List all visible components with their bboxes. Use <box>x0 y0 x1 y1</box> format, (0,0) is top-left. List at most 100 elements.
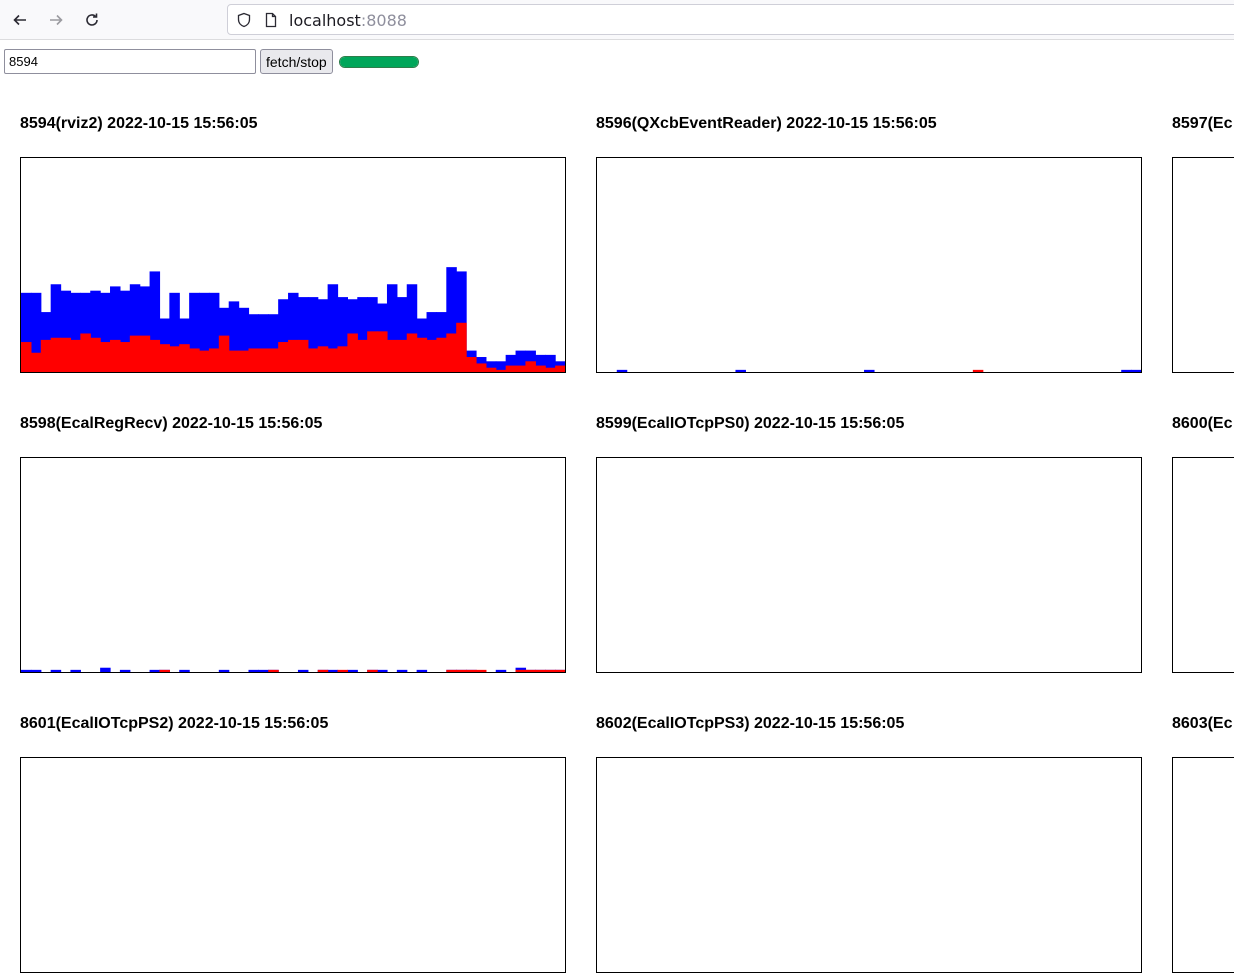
bar-secondary-18 <box>199 350 210 372</box>
fetch-progress <box>339 56 419 68</box>
bar-primary-31 <box>327 669 339 672</box>
bar-secondary-17 <box>189 348 200 372</box>
bar-primary-11 <box>129 284 141 372</box>
bar-secondary-14 <box>159 669 170 672</box>
bar-secondary-47 <box>485 367 497 372</box>
reload-icon <box>86 13 98 26</box>
bar-primary-3 <box>50 669 62 672</box>
bar-primary-13 <box>149 669 161 672</box>
bar-secondary-13 <box>149 339 161 372</box>
bar-primary-14 <box>735 369 746 372</box>
bar-primary-28 <box>297 297 309 372</box>
bar-secondary-36 <box>377 331 388 372</box>
bar-primary-27 <box>288 292 299 372</box>
bar-primary-38 <box>396 297 408 372</box>
url-text: localhost:8088 <box>289 11 407 30</box>
bar-secondary-19 <box>208 348 220 372</box>
bar-secondary-22 <box>238 350 250 372</box>
reload-button[interactable] <box>78 6 106 34</box>
bar-primary-50 <box>515 667 527 672</box>
bar-secondary-8 <box>100 342 111 372</box>
bar-primary-29 <box>307 297 319 372</box>
bar-secondary-52 <box>535 669 546 672</box>
bar-secondary-16 <box>179 344 190 372</box>
bar-secondary-49 <box>505 365 517 372</box>
bar-secondary-48 <box>495 369 507 372</box>
bar-primary-8 <box>100 292 111 372</box>
bar-primary-37 <box>386 284 398 372</box>
bar-secondary-39 <box>406 333 418 372</box>
cpu-chart-8603 <box>1172 757 1234 973</box>
bar-primary-19 <box>208 292 220 372</box>
bar-primary-39 <box>406 284 418 372</box>
bar-secondary-25 <box>268 669 279 672</box>
bar-primary-52 <box>535 354 546 372</box>
arrow-right-icon <box>50 14 63 26</box>
bar-primary-0 <box>21 292 32 372</box>
bar-primary-33 <box>347 669 358 672</box>
bar-secondary-29 <box>307 348 319 372</box>
bar-secondary-7 <box>90 337 101 372</box>
arrow-left-icon <box>13 14 26 26</box>
bar-secondary-45 <box>466 357 477 372</box>
bar-primary-30 <box>317 299 329 372</box>
bar-secondary-15 <box>169 346 180 372</box>
cpu-chart-8602 <box>596 757 1142 973</box>
bar-primary-0 <box>21 669 32 672</box>
bar-secondary-2 <box>40 339 52 372</box>
bar-primary-24 <box>258 669 269 672</box>
bar-primary-44 <box>456 271 467 372</box>
bar-primary-48 <box>495 669 507 672</box>
bar-secondary-51 <box>525 669 536 672</box>
bar-primary-3 <box>50 284 62 372</box>
bar-secondary-38 <box>972 369 984 372</box>
cpu-chart-8600 <box>1172 457 1234 673</box>
bar-secondary-30 <box>317 346 329 372</box>
bar-primary-53 <box>1121 369 1132 372</box>
bar-secondary-11 <box>129 335 141 372</box>
bar-primary-22 <box>238 307 250 372</box>
bar-primary-5 <box>70 292 81 372</box>
bar-secondary-10 <box>119 342 131 372</box>
bar-secondary-3 <box>50 337 62 372</box>
bar-secondary-54 <box>555 669 565 672</box>
bar-primary-24 <box>258 314 269 372</box>
bar-primary-36 <box>377 669 388 672</box>
back-button[interactable] <box>6 6 34 34</box>
bar-primary-43 <box>446 267 457 372</box>
bar-secondary-46 <box>475 363 487 372</box>
pid-input[interactable] <box>4 49 256 74</box>
cpu-chart-8601 <box>20 757 566 973</box>
bar-secondary-5 <box>70 339 81 372</box>
page-icon <box>265 12 277 28</box>
bar-secondary-43 <box>446 669 457 672</box>
bar-primary-6 <box>80 292 91 372</box>
bar-secondary-14 <box>159 344 170 372</box>
bar-secondary-35 <box>367 669 378 672</box>
bar-secondary-44 <box>456 669 467 672</box>
bar-secondary-37 <box>386 339 398 372</box>
url-port: :8088 <box>360 11 407 30</box>
bar-secondary-25 <box>268 348 279 372</box>
address-bar[interactable]: localhost:8088 <box>227 4 1234 35</box>
panel-title: 8598(EcalRegRecv) 2022-10-15 15:56:05 <box>20 415 323 432</box>
bar-primary-34 <box>357 297 368 372</box>
bar-primary-47 <box>485 361 497 372</box>
bar-primary-49 <box>505 354 517 372</box>
bar-primary-9 <box>110 286 121 372</box>
bar-secondary-30 <box>317 669 329 672</box>
forward-button[interactable] <box>42 6 70 34</box>
bar-primary-53 <box>545 354 556 372</box>
browser-toolbar: localhost:8088 <box>0 0 1234 40</box>
bar-secondary-34 <box>357 339 368 372</box>
bar-primary-4 <box>60 290 72 372</box>
bar-primary-12 <box>139 286 151 372</box>
bar-secondary-38 <box>396 339 408 372</box>
bar-secondary-23 <box>248 348 259 372</box>
fetch-stop-button[interactable]: fetch/stop <box>260 49 333 74</box>
bar-secondary-50 <box>515 365 527 372</box>
panel-title: 8599(EcalIOTcpPS0) 2022-10-15 15:56:05 <box>596 415 905 432</box>
bar-secondary-33 <box>347 333 358 372</box>
bar-primary-38 <box>396 669 408 672</box>
bar-secondary-54 <box>555 365 565 372</box>
